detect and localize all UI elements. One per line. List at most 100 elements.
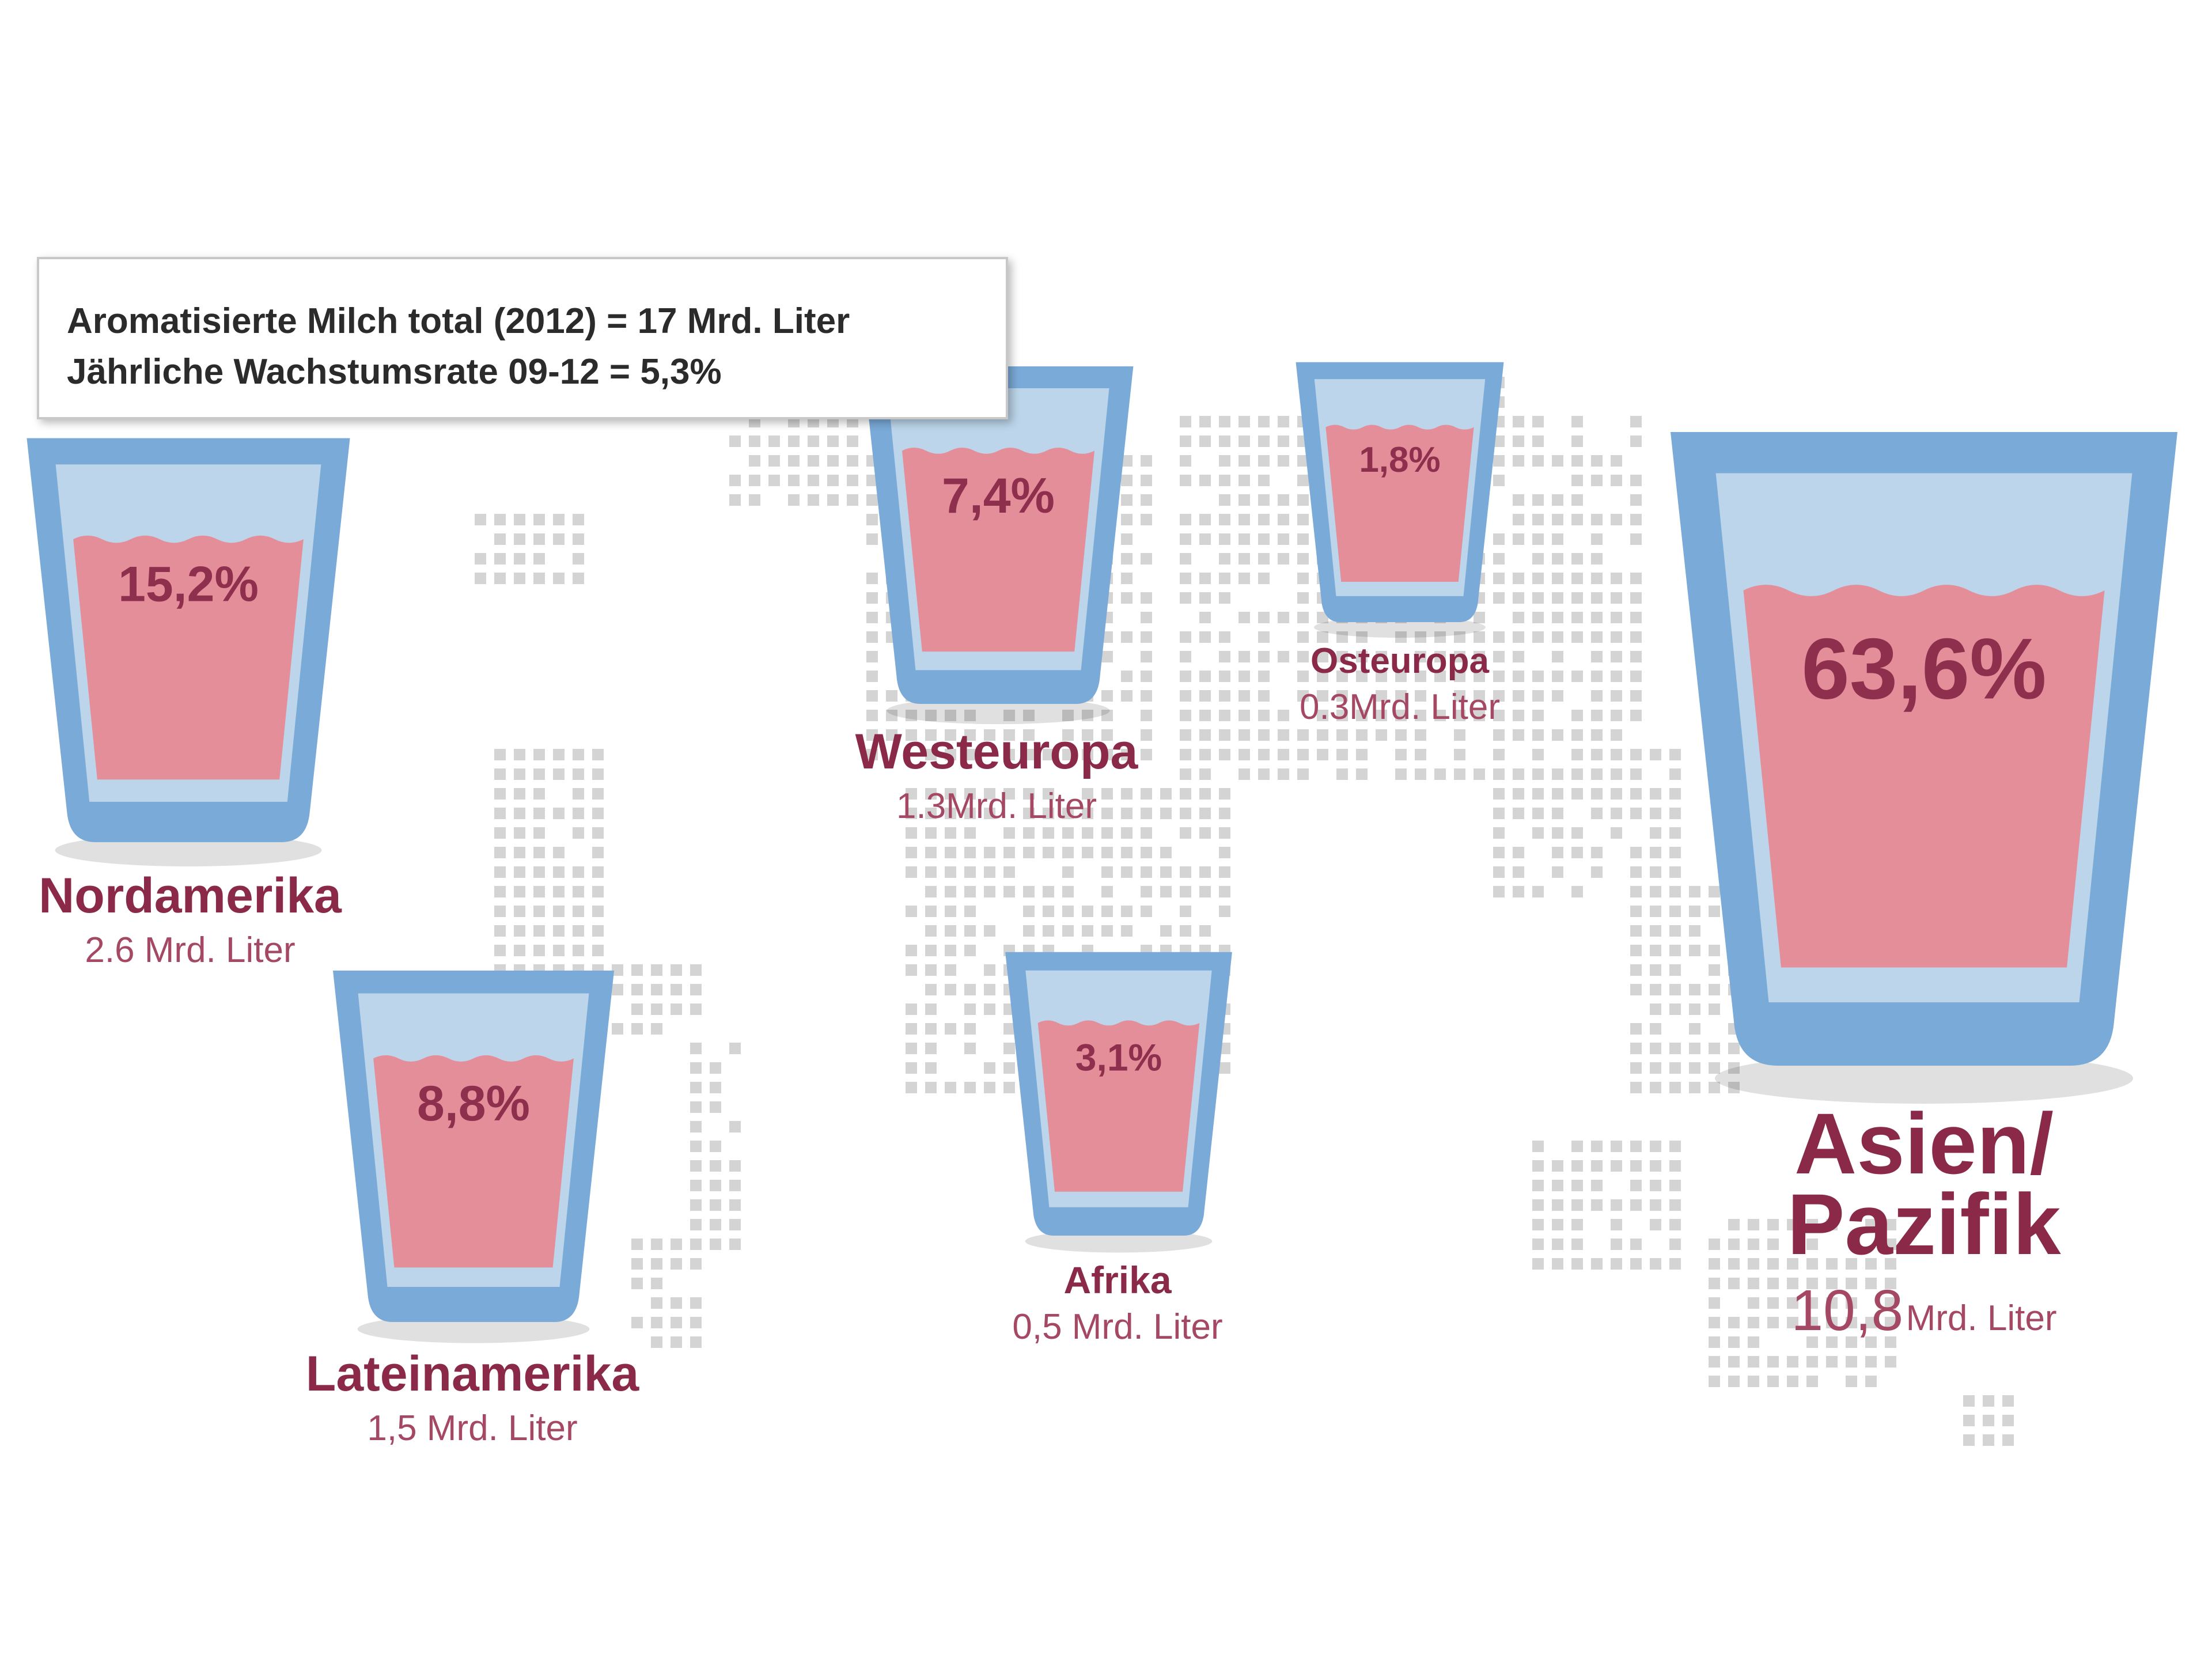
map-dot	[1552, 1219, 1563, 1230]
map-dot	[1650, 1258, 1661, 1270]
map-dot	[1003, 749, 1015, 760]
summary-total: Aromatisierte Milch total (2012) = 17 Mr…	[67, 301, 850, 341]
map-dot	[514, 886, 525, 897]
map-dot	[533, 808, 545, 819]
map-dot	[631, 1258, 643, 1270]
map-dot	[1669, 964, 1681, 976]
map-dot	[710, 1219, 721, 1230]
map-dot	[1552, 808, 1563, 819]
map-dot	[1571, 749, 1583, 760]
map-dot	[1983, 1395, 1994, 1407]
map-dot	[1043, 827, 1054, 839]
map-dot	[945, 749, 956, 760]
map-dot	[1709, 1356, 1720, 1368]
map-dot	[1513, 494, 1524, 506]
map-dot	[1003, 788, 1015, 800]
map-dot	[1669, 925, 1681, 937]
map-dot	[984, 964, 995, 976]
map-dot	[1258, 749, 1270, 760]
map-dot	[1532, 514, 1544, 525]
map-dot	[1062, 886, 1074, 897]
map-dot	[710, 1199, 721, 1211]
map-dot	[964, 1043, 976, 1054]
map-dot	[671, 964, 682, 976]
map-dot	[906, 827, 917, 839]
map-dot	[1219, 455, 1230, 467]
map-dot	[906, 1043, 917, 1054]
map-dot	[1219, 886, 1230, 897]
map-dot	[1278, 768, 1289, 780]
map-dot	[690, 1062, 702, 1074]
map-dot	[1709, 945, 1720, 956]
milk-fill	[1743, 585, 2105, 968]
map-dot	[1728, 1258, 1740, 1270]
map-dot	[1415, 768, 1426, 780]
map-dot	[925, 964, 937, 976]
map-dot	[945, 1082, 956, 1093]
map-dot	[1689, 906, 1700, 917]
map-dot	[906, 1023, 917, 1035]
map-dot	[1591, 533, 1603, 545]
map-dot	[1611, 612, 1622, 623]
map-dot	[1532, 1141, 1544, 1152]
map-dot	[573, 533, 584, 545]
map-dot	[1297, 631, 1309, 643]
map-dot	[1043, 886, 1054, 897]
map-dot	[1082, 729, 1093, 741]
map-dot	[749, 455, 760, 467]
map-dot	[1180, 631, 1191, 643]
map-dot	[1493, 768, 1505, 780]
map-dot	[2002, 1415, 2014, 1426]
map-dot	[1474, 651, 1485, 662]
map-dot	[1630, 651, 1642, 662]
map-dot	[1199, 690, 1211, 702]
map-dot	[1101, 690, 1113, 702]
map-dot	[1121, 533, 1132, 545]
region-name: Afrika	[1063, 1259, 1172, 1301]
map-dot	[1571, 553, 1583, 565]
map-dot	[984, 1062, 995, 1074]
map-dot	[945, 964, 956, 976]
map-dot	[1826, 1219, 1838, 1230]
map-dot	[1552, 631, 1563, 643]
map-dot	[1317, 631, 1328, 643]
map-dot	[866, 729, 878, 741]
map-dot	[1767, 1238, 1779, 1250]
map-dot	[533, 514, 545, 525]
map-dot	[1023, 827, 1035, 839]
map-dot	[1474, 690, 1485, 702]
map-dot	[690, 1317, 702, 1328]
map-dot	[1532, 749, 1544, 760]
map-dot	[1317, 749, 1328, 760]
map-dot	[788, 455, 800, 467]
map-dot	[1278, 729, 1289, 741]
map-dot	[1513, 886, 1524, 897]
map-dot	[1258, 455, 1270, 467]
map-dot	[553, 847, 565, 858]
map-dot	[1141, 690, 1152, 702]
map-dot	[906, 1062, 917, 1074]
map-dot	[1297, 671, 1309, 682]
map-dot	[866, 651, 878, 662]
map-dot	[1728, 1219, 1740, 1230]
map-dot	[1219, 573, 1230, 584]
map-dot	[1023, 906, 1035, 917]
map-dot	[1709, 984, 1720, 995]
map-dot	[1630, 808, 1642, 819]
map-dot	[1395, 710, 1407, 721]
map-dot	[1493, 690, 1505, 702]
map-dot	[1611, 455, 1622, 467]
map-dot	[1709, 1062, 1720, 1074]
map-dot	[1141, 710, 1152, 721]
map-dot	[866, 514, 878, 525]
map-dot	[494, 866, 506, 878]
map-dot	[1003, 827, 1015, 839]
map-dot	[1219, 827, 1230, 839]
glass-nordamerika: 15,2%	[26, 438, 350, 867]
map-dot	[1513, 612, 1524, 623]
map-dot	[1650, 1219, 1661, 1230]
map-dot	[1219, 533, 1230, 545]
map-dot	[514, 788, 525, 800]
map-dot	[1532, 827, 1544, 839]
map-dot	[1238, 671, 1250, 682]
